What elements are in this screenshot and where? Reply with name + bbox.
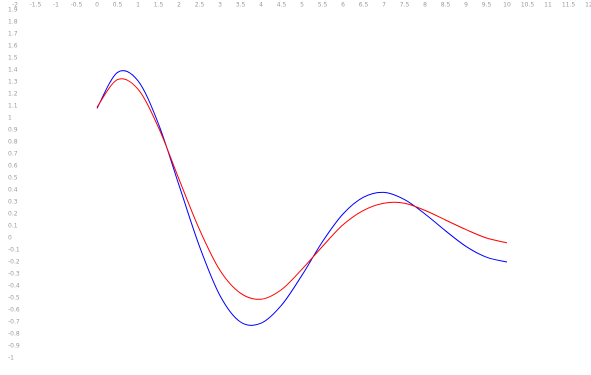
y-tick-label: 1.4 (8, 67, 18, 74)
x-tick-label: -1.5 (30, 2, 42, 9)
y-tick-label: 1.2 (8, 91, 18, 98)
y-tick-label: 1.6 (8, 43, 18, 50)
x-tick-label: 1 (136, 2, 140, 9)
y-tick-label: 0.4 (8, 187, 18, 194)
x-tick-label: 2.5 (195, 2, 205, 9)
y-tick-label: 1.9 (8, 7, 18, 14)
x-tick-label: 9 (464, 2, 468, 9)
y-tick-label: -0.2 (8, 259, 20, 266)
x-tick-label: -1 (53, 2, 59, 9)
x-tick-label: 9.5 (482, 2, 492, 9)
x-tick-label: 0.5 (113, 2, 123, 9)
y-tick-label: -0.6 (8, 307, 20, 314)
x-tick-label: 10.5 (521, 2, 535, 9)
x-tick-label: 7.5 (400, 2, 410, 9)
y-tick-label: 0 (8, 235, 12, 242)
y-tick-label: -0.8 (8, 331, 20, 338)
y-tick-label: 1 (8, 115, 12, 122)
y-tick-label: 1.1 (8, 103, 18, 110)
y-tick-label: 0.6 (8, 163, 18, 170)
x-tick-label: 12 (585, 2, 591, 9)
y-tick-label: 0.7 (8, 151, 18, 158)
x-tick-label: -2 (12, 2, 18, 9)
y-tick-label: 0.2 (8, 211, 18, 218)
y-tick-label: -0.1 (8, 247, 20, 254)
x-tick-label: 4.5 (277, 2, 287, 9)
x-tick-label: 6 (341, 2, 345, 9)
y-tick-label: -0.3 (8, 271, 20, 278)
x-tick-label: 11 (544, 2, 552, 9)
x-tick-label: 3 (218, 2, 222, 9)
y-tick-label: 0.9 (8, 127, 18, 134)
series-line (96, 70, 508, 326)
x-tick-label: 4 (259, 2, 263, 9)
y-tick-label: 0.3 (8, 199, 18, 206)
y-tick-label: 0.8 (8, 139, 18, 146)
x-tick-label: 8.5 (441, 2, 451, 9)
y-tick-label: 1.3 (8, 79, 18, 86)
x-tick-label: 8 (423, 2, 427, 9)
y-tick-label: 1.5 (8, 55, 18, 62)
x-tick-label: -0.5 (71, 2, 83, 9)
y-tick-label: 0.5 (8, 175, 18, 182)
x-tick-label: 5 (300, 2, 304, 9)
x-tick-label: 0 (95, 2, 99, 9)
y-tick-label: -0.4 (8, 283, 20, 290)
x-tick-label: 1.5 (154, 2, 164, 9)
x-tick-label: 7 (382, 2, 386, 9)
y-tick-label: 1.8 (8, 19, 18, 26)
y-tick-label: -1 (8, 355, 14, 362)
y-tick-label: 0.1 (8, 223, 18, 230)
x-tick-label: 3.5 (236, 2, 246, 9)
x-tick-label: 11.5 (562, 2, 576, 9)
y-tick-label: -0.7 (8, 319, 20, 326)
y-tick-label: -0.9 (8, 343, 20, 350)
x-tick-label: 2 (177, 2, 181, 9)
y-tick-label: 1.7 (8, 31, 18, 38)
x-tick-label: 6.5 (359, 2, 369, 9)
x-tick-label: 10 (503, 2, 511, 9)
x-tick-label: 5.5 (318, 2, 328, 9)
series-line (96, 78, 508, 300)
y-tick-label: -0.5 (8, 295, 20, 302)
